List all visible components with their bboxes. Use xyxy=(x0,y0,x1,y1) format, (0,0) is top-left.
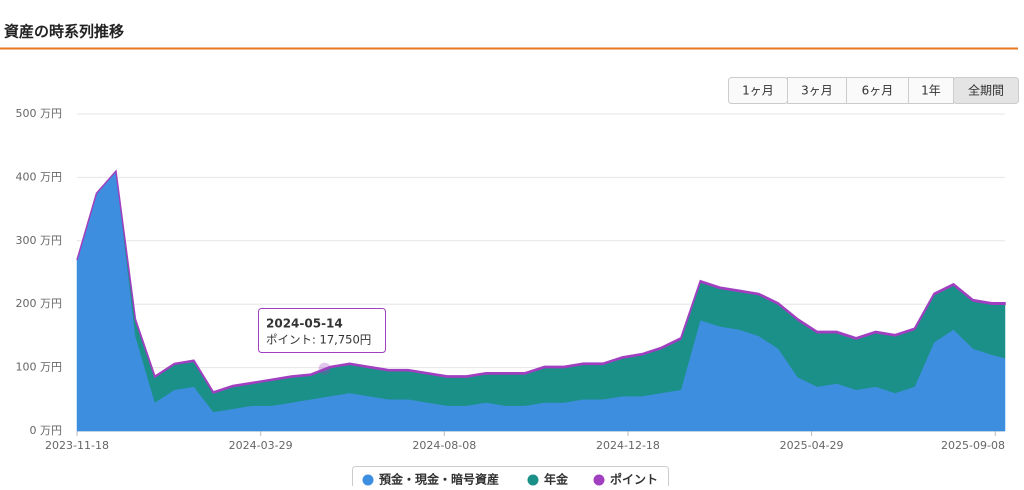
x-tick-label: 2024-03-29 xyxy=(229,439,293,452)
legend-swatch xyxy=(593,474,605,486)
area xyxy=(76,170,1006,413)
x-tick-label: 2024-08-08 xyxy=(412,439,476,452)
hover-point xyxy=(318,362,331,375)
range-button[interactable] xyxy=(787,77,847,104)
tooltip-text: ポイント: 17,750円 xyxy=(266,333,371,347)
tooltip-date: 2024-05-14 xyxy=(266,317,343,331)
range-button-label[interactable]: 1年 xyxy=(921,84,941,98)
legend-label: 年金 xyxy=(544,472,569,487)
range-button-label[interactable]: 全期間 xyxy=(968,83,1004,98)
range-button-label[interactable]: 3ヶ月 xyxy=(801,84,833,98)
section-title: 資産の時系列推移 xyxy=(4,23,124,41)
area xyxy=(76,169,1006,394)
x-tick-label: 2025-04-29 xyxy=(780,439,844,452)
x-tick-label: 2024-12-18 xyxy=(596,439,660,452)
range-button-label[interactable]: 1ヶ月 xyxy=(742,84,774,98)
y-tick-label: 300 万円 xyxy=(16,234,63,247)
y-tick-label: 400 万円 xyxy=(16,170,63,183)
range-button-label[interactable]: 6ヶ月 xyxy=(862,84,894,98)
x-tick-label: 2023-11-18 xyxy=(45,439,109,452)
y-tick-label: 200 万円 xyxy=(16,297,63,310)
range-button[interactable] xyxy=(953,77,1019,104)
legend-swatch xyxy=(527,474,539,486)
legend-label: 預金・現金・暗号資産 xyxy=(379,472,499,487)
legend-box xyxy=(352,466,669,490)
range-button[interactable] xyxy=(846,77,909,104)
legend-swatch xyxy=(362,474,374,486)
range-button[interactable] xyxy=(908,77,954,104)
y-tick-label: 100 万円 xyxy=(16,361,63,374)
legend-label: ポイント xyxy=(610,472,658,487)
x-tick-label: 2025-09-08 xyxy=(941,439,1005,452)
y-tick-label: 500 万円 xyxy=(16,107,63,120)
tooltip-box xyxy=(258,308,386,353)
y-tick-label: 0 万円 xyxy=(30,424,63,437)
